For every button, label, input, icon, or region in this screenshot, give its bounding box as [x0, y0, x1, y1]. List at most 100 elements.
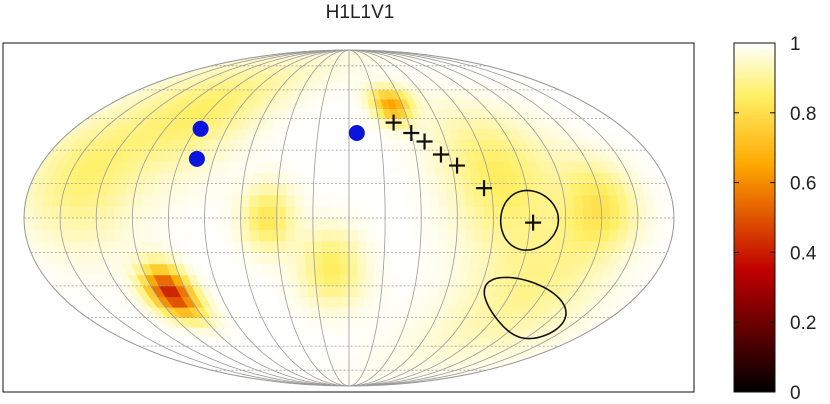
- heat-cell: [393, 206, 404, 219]
- heat-cell: [330, 183, 341, 196]
- heat-cell: [437, 194, 449, 207]
- sky-heatmap: [24, 50, 674, 386]
- heat-cell: [341, 108, 350, 119]
- heat-cell: [330, 240, 341, 253]
- heat-cell: [295, 251, 307, 265]
- heat-cell: [348, 194, 359, 207]
- heat-cell: [564, 206, 576, 219]
- heat-cell: [294, 183, 306, 196]
- heat-cell: [322, 251, 333, 265]
- heat-cell: [204, 206, 215, 219]
- heat-cell: [374, 263, 385, 276]
- heat-cell: [456, 206, 467, 219]
- heat-cell: [241, 240, 253, 253]
- heat-cell: [295, 171, 307, 185]
- heat-cell: [131, 206, 143, 219]
- heat-cell: [348, 306, 358, 318]
- heat-cell: [356, 285, 366, 298]
- heat-cell: [231, 206, 242, 219]
- heat-cell: [113, 206, 125, 219]
- heat-cell: [339, 263, 350, 276]
- heat-cell: [149, 206, 161, 219]
- heat-cell: [269, 171, 280, 185]
- sky-boundary: [23, 49, 675, 387]
- heat-cell: [375, 183, 386, 196]
- heat-cell: [285, 229, 296, 242]
- heat-cell: [455, 229, 467, 242]
- heat-cell: [348, 296, 358, 308]
- heat-cell: [340, 138, 350, 151]
- heat-cell: [564, 217, 576, 230]
- heat-cell: [276, 194, 287, 207]
- heat-cell: [321, 183, 332, 196]
- heat-cell: [402, 217, 413, 230]
- heat-cell: [24, 206, 35, 219]
- heat-cell: [429, 194, 440, 207]
- heat-cell: [482, 229, 494, 242]
- heat-cell: [410, 240, 421, 253]
- heat-cell: [314, 149, 325, 162]
- heat-cell: [501, 217, 512, 230]
- heat-cell: [332, 128, 342, 140]
- heat-cell: [260, 251, 272, 265]
- heat-cell: [519, 217, 531, 230]
- heat-cell: [401, 183, 413, 196]
- heat-cell: [285, 206, 296, 219]
- heat-cell: [384, 229, 395, 242]
- heat-cell: [474, 217, 485, 230]
- heat-cell: [339, 171, 350, 185]
- contours: [483, 189, 567, 340]
- heat-cell: [276, 206, 287, 219]
- heat-cell: [321, 194, 332, 207]
- heat-cell: [277, 240, 288, 253]
- heat-cell: [402, 194, 413, 207]
- heat-cell: [303, 240, 315, 253]
- heat-cell: [267, 229, 278, 242]
- heat-cell: [294, 206, 305, 219]
- heat-cell: [321, 229, 332, 242]
- heat-cell: [344, 58, 350, 67]
- colorbar-tick-label: 0.8: [790, 104, 816, 125]
- heat-cell: [573, 206, 585, 219]
- heat-cell: [340, 306, 350, 318]
- heat-cell: [609, 217, 621, 230]
- heat-cell: [330, 229, 341, 242]
- heat-cell: [294, 217, 305, 230]
- heat-cell: [357, 240, 368, 253]
- heat-cell: [527, 229, 539, 242]
- heat-cell: [231, 194, 243, 207]
- heat-cell: [509, 229, 521, 242]
- heat-cell: [294, 229, 305, 242]
- heat-cell: [59, 206, 71, 219]
- heat-cell: [366, 183, 377, 196]
- heat-cell: [445, 240, 457, 253]
- heat-cell: [249, 194, 261, 207]
- heat-cell: [286, 171, 298, 185]
- heat-cell: [366, 240, 377, 253]
- heat-cell: [258, 217, 269, 230]
- heat-cell: [374, 160, 385, 173]
- heat-cell: [334, 326, 344, 338]
- heat-cell: [307, 285, 318, 298]
- heat-cell: [213, 206, 224, 219]
- heat-cell: [436, 240, 448, 253]
- heat-cell: [168, 229, 180, 242]
- heat-cell: [149, 217, 161, 230]
- heat-cell: [222, 217, 233, 230]
- heat-cell: [260, 171, 272, 185]
- heat-cell: [411, 206, 422, 219]
- heat-cell: [342, 80, 350, 91]
- heat-cell: [429, 206, 440, 219]
- heat-cell: [474, 206, 485, 219]
- heat-cell: [391, 171, 403, 185]
- heat-cell: [95, 217, 107, 230]
- heat-cell: [473, 229, 485, 242]
- heat-cell: [24, 217, 35, 230]
- heat-cell: [357, 160, 367, 173]
- contour-line: [499, 189, 560, 251]
- heat-cell: [348, 149, 358, 162]
- heat-cell: [343, 362, 350, 371]
- heat-cell: [340, 149, 350, 162]
- heat-cell: [618, 206, 630, 219]
- heat-cell: [259, 240, 270, 253]
